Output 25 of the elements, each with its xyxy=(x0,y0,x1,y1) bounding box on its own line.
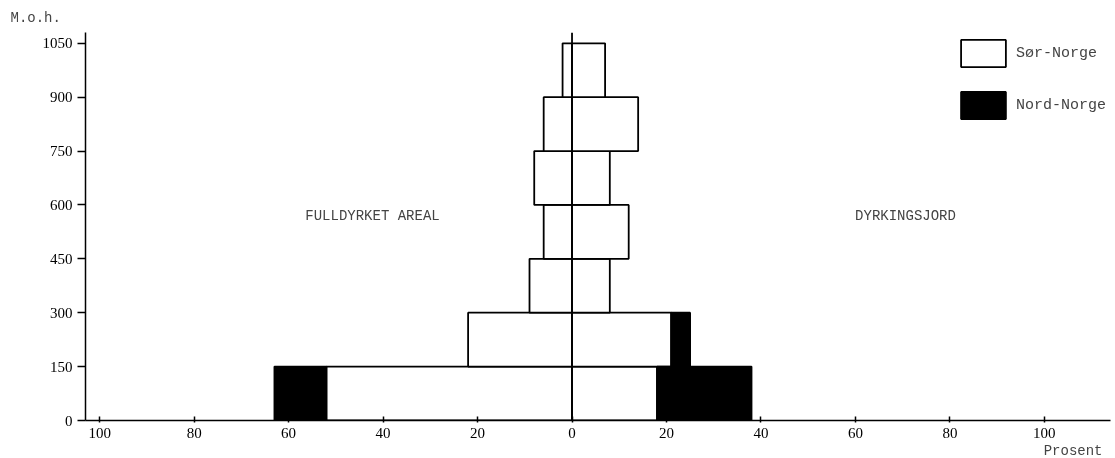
x-tick-label: 0 xyxy=(568,424,576,441)
legend-label: Nord-Norge xyxy=(1015,96,1106,114)
y-tick-label: 150 xyxy=(50,358,73,375)
legend-label: Sør-Norge xyxy=(1015,44,1097,62)
annotation: DYRKINGSJORD xyxy=(855,207,956,224)
x-tick-label: 60 xyxy=(281,424,297,441)
x-tick-label: 60 xyxy=(847,424,863,441)
y-tick-label: 900 xyxy=(50,89,73,106)
x-tick-label: 40 xyxy=(375,424,391,441)
x-tick-label: 80 xyxy=(942,424,958,441)
annotation: FULLDYRKET AREAL xyxy=(305,207,440,224)
y-tick-label: 600 xyxy=(50,196,73,213)
x-tick-label: 80 xyxy=(186,424,202,441)
y-tick-label: 300 xyxy=(50,304,73,321)
x-tick-label: 100 xyxy=(88,424,111,441)
y-tick-label: 0 xyxy=(65,412,73,429)
x-tick-label: 40 xyxy=(753,424,769,441)
y-tick-label: 1050 xyxy=(42,35,73,52)
y-tick-label: 750 xyxy=(50,143,73,160)
x-axis-title: Prosent xyxy=(1043,442,1103,458)
x-tick-label: 20 xyxy=(658,424,674,441)
x-tick-label: 100 xyxy=(1033,424,1056,441)
y-tick-label: 450 xyxy=(50,250,73,267)
x-tick-label: 20 xyxy=(470,424,486,441)
y-axis-title: M.o.h. xyxy=(10,9,61,26)
